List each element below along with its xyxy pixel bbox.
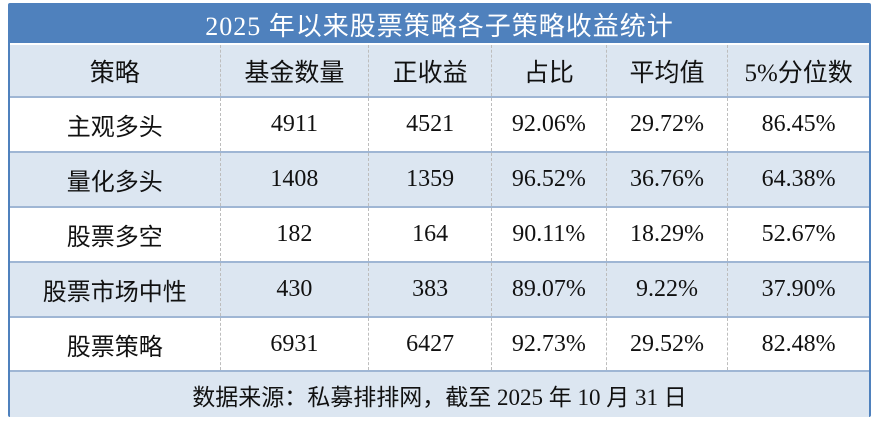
value-cell: 430 bbox=[219, 263, 369, 316]
table-row: 量化多头 1408 1359 96.52% 36.76% 64.38% bbox=[10, 151, 869, 206]
table-header-row: 策略 基金数量 正收益 占比 平均值 5%分位数 bbox=[10, 43, 869, 96]
value-cell: 90.11% bbox=[491, 208, 606, 261]
column-header: 5%分位数 bbox=[727, 45, 869, 96]
value-cell: 52.67% bbox=[727, 208, 869, 261]
column-header: 策略 bbox=[89, 59, 140, 87]
column-header: 平均值 bbox=[605, 45, 728, 96]
column-header: 正收益 bbox=[368, 45, 491, 96]
value-cell: 92.73% bbox=[491, 318, 606, 370]
strategy-name-cell: 股票市场中性 bbox=[42, 280, 187, 306]
strategy-returns-table: 2025 年以来股票策略各子策略收益统计 策略 基金数量 正收益 占比 平均值 5%分位数… bbox=[8, 3, 871, 417]
column-header: 占比 bbox=[491, 45, 606, 96]
data-source-footer: 数据来源：私募排排网，截至 2025 年 10 月 31 日 bbox=[10, 370, 869, 417]
value-cell: 383 bbox=[368, 263, 491, 316]
table-body: 主观多头 4911 4521 92.06% 29.72% 86.45% 量化多头 1408 13… bbox=[10, 96, 869, 370]
value-cell: 36.76% bbox=[605, 153, 728, 206]
value-cell: 82.48% bbox=[727, 318, 869, 370]
table-row: 股票多空 182 164 90.11% 18.29% 52.67% bbox=[10, 206, 869, 261]
strategy-name-cell: 股票多空 bbox=[66, 225, 163, 251]
value-cell: 96.52% bbox=[491, 153, 606, 206]
value-cell: 29.72% bbox=[605, 98, 728, 151]
value-cell: 18.29% bbox=[605, 208, 728, 261]
value-cell: 6931 bbox=[219, 318, 369, 370]
value-cell: 37.90% bbox=[727, 263, 869, 316]
value-cell: 1408 bbox=[219, 153, 369, 206]
value-cell: 86.45% bbox=[727, 98, 869, 151]
value-cell: 92.06% bbox=[491, 98, 606, 151]
value-cell: 89.07% bbox=[491, 263, 606, 316]
column-header: 基金数量 bbox=[219, 45, 369, 96]
strategy-name-cell: 股票策略 bbox=[66, 334, 163, 361]
value-cell: 4911 bbox=[219, 98, 369, 151]
strategy-name-cell: 主观多头 bbox=[66, 115, 163, 141]
value-cell: 164 bbox=[368, 208, 491, 261]
table-title: 2025 年以来股票策略各子策略收益统计 bbox=[10, 5, 869, 43]
table-row: 股票市场中性 430 383 89.07% 9.22% 37.90% bbox=[10, 261, 869, 316]
value-cell: 4521 bbox=[368, 98, 491, 151]
strategy-name-cell: 量化多头 bbox=[66, 170, 163, 196]
value-cell: 6427 bbox=[368, 318, 491, 370]
table-row: 主观多头 4911 4521 92.06% 29.72% 86.45% bbox=[10, 96, 869, 151]
value-cell: 1359 bbox=[368, 153, 491, 206]
value-cell: 29.52% bbox=[605, 318, 728, 370]
value-cell: 9.22% bbox=[605, 263, 728, 316]
value-cell: 64.38% bbox=[727, 153, 869, 206]
value-cell: 182 bbox=[219, 208, 369, 261]
table-row: 股票策略 6931 6427 92.73% 29.52% 82.48% bbox=[10, 316, 869, 370]
